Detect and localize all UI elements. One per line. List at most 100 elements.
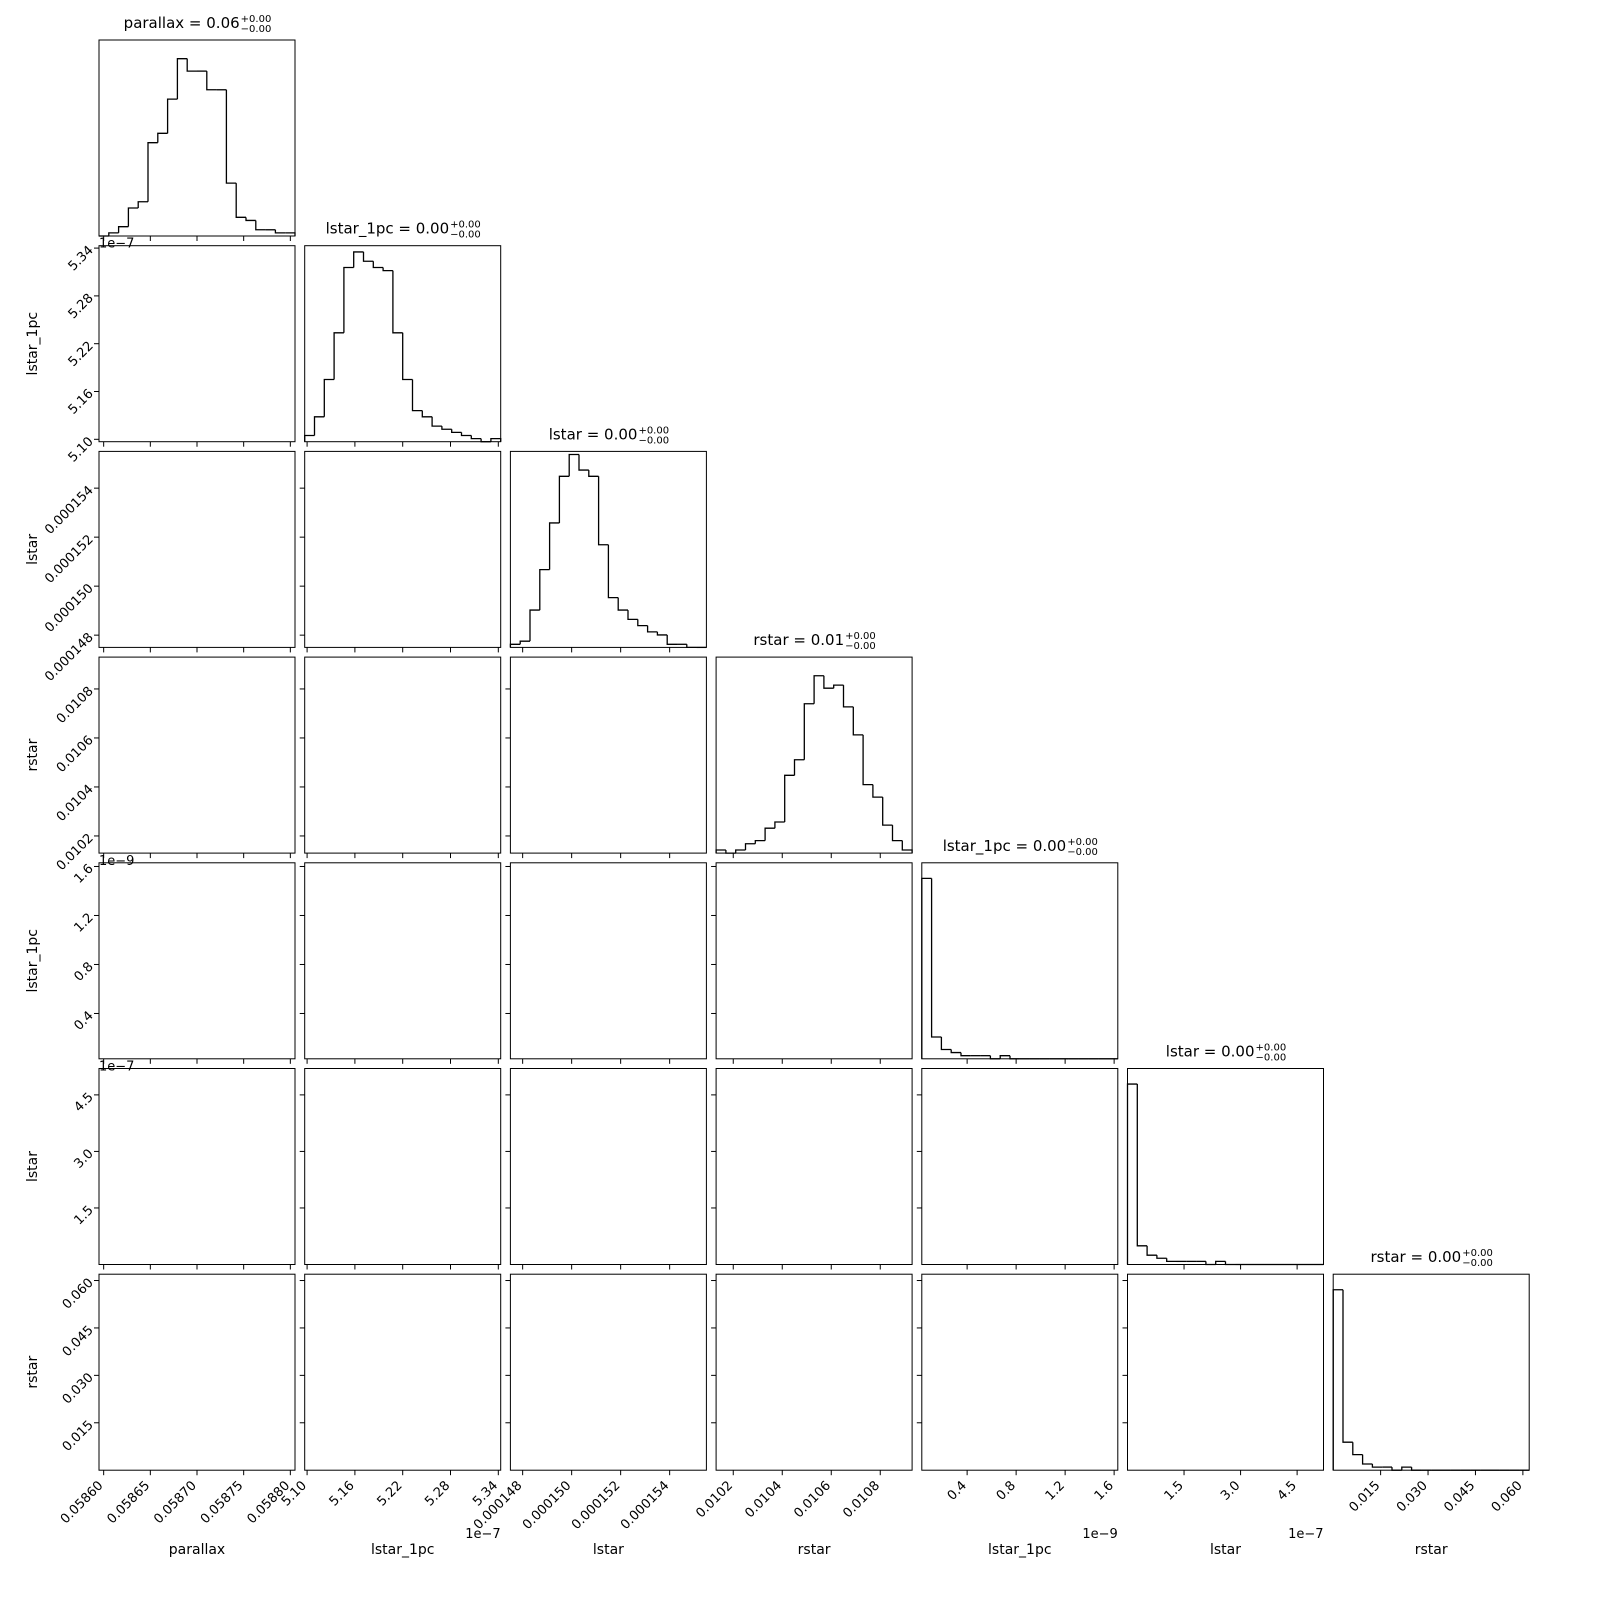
y-tick-label: 0.0104 [54, 782, 97, 825]
histogram-bin [313, 416, 325, 436]
histogram-bin [627, 610, 638, 621]
x-tick-label: 0.05870 [151, 1478, 200, 1527]
panel-frame [304, 1273, 502, 1471]
histogram-bin [519, 640, 530, 645]
x-offset-text: 1e−7 [465, 1527, 500, 1542]
histogram-bin [176, 58, 188, 100]
panel-frame [715, 656, 913, 854]
y-tick-label: 3.0 [71, 1146, 96, 1171]
title-sup: +0.00 [241, 14, 272, 25]
x-tick-label: 0.000152 [569, 1478, 623, 1532]
panel-title: rstar = 0.00 [1371, 1248, 1462, 1266]
panel-frame [98, 245, 296, 443]
histogram-bin [588, 470, 599, 477]
panel-frame [98, 1273, 296, 1471]
histogram-bin [166, 98, 178, 134]
histogram-bin [882, 797, 893, 826]
histogram-bin [950, 1049, 961, 1054]
title-sup: +0.00 [638, 425, 669, 436]
histogram-bin [578, 454, 589, 471]
histogram-bin [607, 544, 619, 599]
histogram-bin [137, 201, 148, 208]
x-tick-label: 0.05860 [58, 1478, 107, 1527]
histogram-bin [1371, 1463, 1383, 1468]
y-tick-label: 0.0108 [54, 684, 97, 727]
y-axis-label: rstar [25, 1356, 41, 1389]
panel-frame [98, 450, 296, 648]
x-tick-label: 1.5 [1162, 1478, 1187, 1503]
panel-frame [715, 1068, 913, 1265]
y-tick-label: 4.5 [71, 1090, 96, 1115]
histogram-bin [1166, 1258, 1177, 1263]
histogram-bin [529, 609, 540, 642]
histogram-bin [568, 453, 579, 477]
panel-frame [921, 862, 1119, 1060]
histogram-bin [646, 625, 658, 633]
x-tick-label: 0.0102 [693, 1478, 736, 1521]
x-tick-label: 0.0104 [742, 1478, 785, 1521]
histogram-bin [1136, 1084, 1148, 1247]
histogram-bin [343, 266, 354, 333]
panel-frame [509, 450, 707, 648]
histogram-bin [1401, 1466, 1412, 1471]
histogram-bin [921, 877, 932, 1059]
panel-title: rstar = 0.01 [753, 631, 844, 649]
y-tick-label: 0.000152 [42, 532, 96, 586]
histogram-bin [441, 426, 452, 430]
x-offset-text: 1e−9 [1082, 1527, 1117, 1542]
panel-frame [98, 656, 296, 854]
histogram-bin [744, 843, 756, 850]
histogram-bin [235, 183, 246, 218]
histogram-bin [862, 734, 873, 786]
x-axis-label: lstar_1pc [988, 1542, 1052, 1558]
histogram-bin [382, 267, 393, 272]
histogram-bin [1126, 1083, 1138, 1265]
x-tick-label: 0.05875 [198, 1478, 247, 1527]
title-sub: −0.00 [845, 641, 876, 652]
y-tick-label: 0.000154 [42, 483, 96, 537]
title-sub: −0.00 [1462, 1258, 1493, 1269]
panel-frame [509, 656, 707, 854]
histogram-bin [421, 410, 433, 418]
y-axis-label: lstar_1pc [25, 929, 41, 993]
x-tick-label: 0.8 [994, 1478, 1019, 1503]
histogram-bin [940, 1037, 952, 1051]
histogram-bin [460, 432, 472, 437]
x-axis-label: lstar [593, 1542, 624, 1558]
y-tick-label: 1.2 [71, 911, 96, 936]
histogram-bin [157, 132, 168, 143]
panel-frame [304, 862, 502, 1060]
histogram-bin [558, 475, 570, 523]
panel-frame [509, 1273, 707, 1471]
histogram-bin [245, 217, 256, 222]
histogram-bin [793, 759, 805, 776]
title-sub: −0.00 [241, 24, 272, 35]
histogram-bin [901, 840, 913, 854]
histogram-bin [754, 840, 766, 844]
histogram-bin [823, 675, 834, 689]
panel-frame [304, 1068, 502, 1265]
histogram-bin [784, 774, 795, 822]
y-tick-label: 5.22 [66, 339, 97, 370]
y-tick-label: 0.8 [71, 960, 96, 985]
histogram-bin [960, 1052, 971, 1057]
histogram-bin [833, 684, 844, 689]
panel-title: lstar = 0.00 [1166, 1043, 1255, 1061]
title-sup: +0.00 [1256, 1043, 1287, 1054]
panel-frame [715, 1273, 913, 1471]
histogram-bin [548, 522, 560, 570]
panel-frame [304, 656, 502, 854]
y-offset-text: 1e−9 [99, 854, 134, 869]
histogram-bin [255, 220, 266, 231]
panel-frame [304, 450, 502, 648]
x-tick-label: 0.060 [1489, 1478, 1526, 1515]
y-axis-label: rstar [25, 738, 41, 771]
y-tick-label: 0.030 [60, 1370, 97, 1407]
x-tick-label: 5.22 [374, 1478, 405, 1509]
y-tick-label: 5.28 [66, 291, 97, 322]
x-offset-text: 1e−7 [1288, 1527, 1323, 1542]
histogram-bin [735, 849, 746, 854]
histogram-bin [392, 270, 403, 334]
x-axis-label: rstar [798, 1542, 831, 1558]
x-axis-label: lstar [1210, 1542, 1241, 1558]
